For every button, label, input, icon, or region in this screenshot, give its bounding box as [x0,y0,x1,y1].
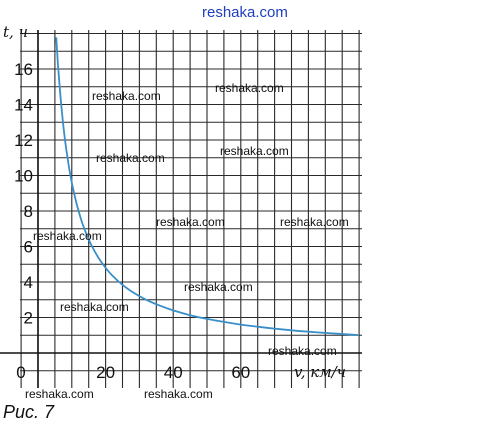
watermark: reshaka.com [215,81,284,95]
watermark: reshaka.com [268,344,337,358]
watermark: reshaka.com [60,300,129,314]
watermark: reshaka.com [156,215,225,229]
x-tick-labels: 0 20 40 60 [16,363,250,382]
chart-axes [0,30,362,388]
x-tick-label: 40 [164,363,183,382]
y-tick-label: 6 [24,238,33,257]
y-tick-label: 4 [24,273,33,292]
watermark: reshaka.com [92,89,161,103]
watermark: reshaka.com [220,144,289,158]
figure-caption: Рис. 7 [3,402,55,422]
watermark: reshaka.com [184,280,253,294]
watermark-top: reshaka.com [202,4,288,21]
watermark: reshaka.com [33,229,102,243]
watermark: reshaka.com [96,151,165,165]
y-tick-label: 10 [14,167,33,186]
x-tick-label: 0 [16,363,25,382]
y-tick-label: 8 [24,202,33,221]
x-axis-label: v, км/ч [294,363,346,381]
watermark: reshaka.com [25,387,94,401]
chart-grid [20,30,362,388]
y-tick-label: 16 [14,60,33,79]
y-tick-label: 14 [14,96,33,115]
y-tick-labels: 2 4 6 8 10 12 14 16 [14,60,33,328]
y-axis-label: t, ч [3,23,28,41]
x-tick-label: 20 [96,363,115,382]
x-tick-label: 60 [231,363,250,382]
y-tick-label: 12 [14,131,33,150]
series-line-time-vs-speed [55,37,360,336]
watermark: reshaka.com [280,215,349,229]
y-tick-label: 2 [24,309,33,328]
watermark: reshaka.com [144,387,213,401]
